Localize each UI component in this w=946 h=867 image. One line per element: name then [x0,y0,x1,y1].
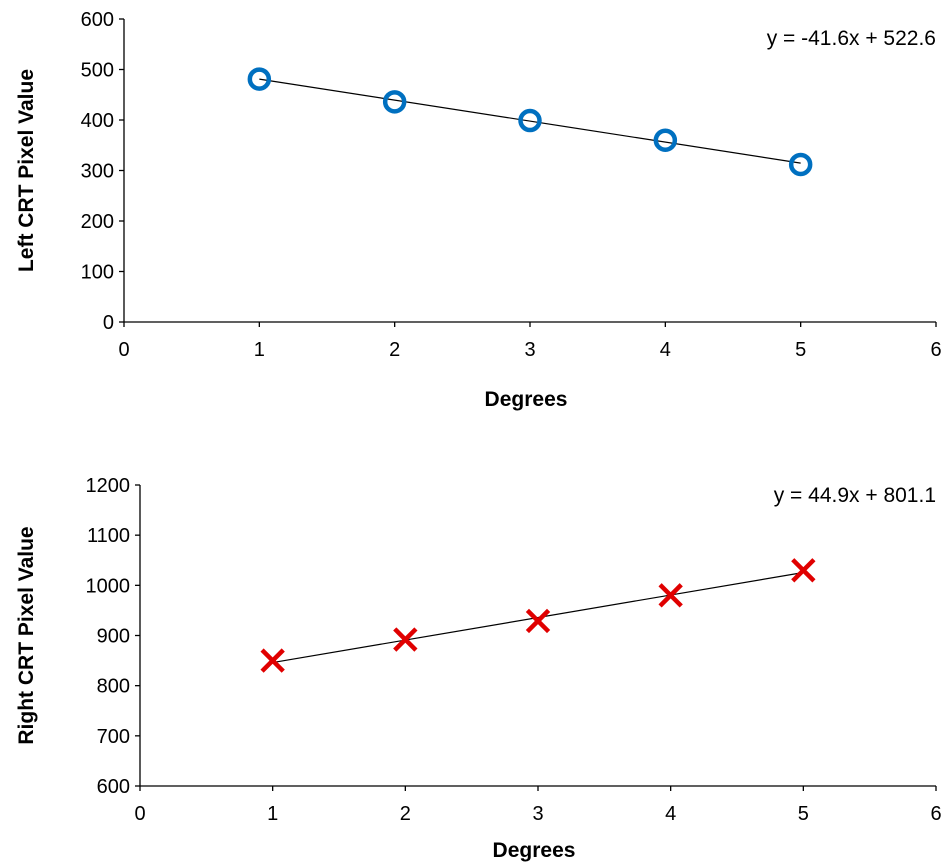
x-tick-label: 1 [254,339,265,361]
data-point-stroke [260,648,285,673]
x-tick-label: 6 [930,339,941,361]
data-point [518,108,542,133]
y-tick-label: 300 [81,161,114,183]
x-tick-label: 2 [389,339,400,361]
y-tick-label: 500 [81,60,114,82]
y-tick-label: 1200 [86,475,131,497]
y-tick-label: 100 [81,262,114,284]
trendline [272,571,804,664]
x-tick-label: 6 [930,803,941,825]
x-axis-title: Degrees [493,839,576,862]
trendline-equation: y = -41.6x + 522.6 [767,27,936,50]
chart-1: 0 100 200 300 400 500 600 0 1 2 3 4 5 6 Degrees Left CR… [15,9,942,411]
y-tick-label: 1100 [87,525,130,547]
data-point [658,583,683,608]
chart-2: 600 700 800 900 1000 1100 1200 0 1 2 3 4 5 6 Degrees Ri… [15,475,942,862]
x-tick-label: 4 [660,339,671,361]
y-tick-label: 200 [81,211,114,233]
y-tick-label: 400 [81,110,114,132]
x-tick-label: 2 [400,803,411,825]
data-point [525,608,551,634]
data-point [247,67,272,91]
x-tick-label: 5 [795,339,806,361]
data-point-stroke [525,608,551,634]
y-axis-title: Left CRT Pixel Value [15,69,38,272]
x-tick-label: 0 [134,803,145,825]
x-tick-label: 5 [798,803,809,825]
x-tick-label: 3 [524,339,535,361]
y-tick-label: 1000 [86,575,131,597]
x-tick-label: 1 [267,803,278,825]
data-point [791,558,816,583]
x-tick-label: 3 [532,803,543,825]
y-tick-label: 900 [97,626,130,648]
data-point-stroke [658,583,683,608]
data-point [788,152,813,177]
data-point [382,90,407,114]
trendline [259,78,801,164]
data-point [260,648,285,673]
y-tick-label: 0 [103,312,114,334]
y-tick-label: 600 [81,9,114,31]
data-point [653,128,678,152]
data-point [393,627,418,652]
y-tick-label: 700 [97,726,130,748]
data-point-stroke [791,558,816,583]
y-tick-label: 800 [97,676,130,698]
y-tick-label: 600 [97,776,130,798]
data-point-stroke [393,627,418,652]
y-axis-title: Right CRT Pixel Value [15,526,38,744]
trendline-equation: y = 44.9x + 801.1 [774,484,936,507]
x-tick-label: 4 [665,803,676,825]
x-tick-label: 0 [118,339,129,361]
x-axis-title: Degrees [485,388,568,411]
